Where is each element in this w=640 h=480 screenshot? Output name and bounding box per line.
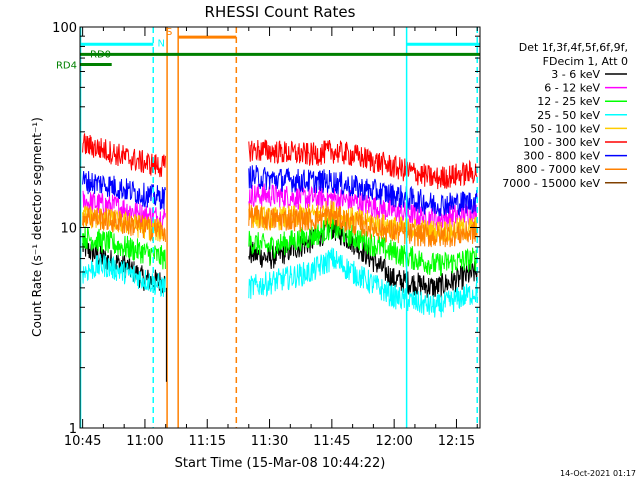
x-tick-label-5: 12:00 xyxy=(375,434,412,449)
annotation-label-s: S xyxy=(166,27,172,38)
legend-label-7: 800 - 7000 keV xyxy=(516,163,600,176)
y-tick-label-2: 100 xyxy=(52,21,77,36)
legend: Det 1f,3f,4f,5f,6f,9f, FDecim 1, Att 0 3… xyxy=(502,41,628,190)
series-line-6-segment-0 xyxy=(82,171,166,210)
legend-label-0: 3 - 6 keV xyxy=(551,68,600,81)
x-tick-label-0: 10:45 xyxy=(64,434,101,449)
y-tick-label-1: 10 xyxy=(60,222,77,237)
legend-label-3: 25 - 50 keV xyxy=(537,109,600,122)
series-line-7-segment-0 xyxy=(82,207,166,243)
x-axis-label: Start Time (15-Mar-08 10:44:22) xyxy=(175,456,386,471)
series-line-5-segment-0 xyxy=(82,133,166,178)
annotation-label-n: N xyxy=(158,38,165,49)
x-tick-label-1: 11:00 xyxy=(126,434,163,449)
series-line-2-segment-0 xyxy=(82,226,166,270)
legend-header-line-1: Det 1f,3f,4f,5f,6f,9f, xyxy=(519,41,628,54)
x-tick-label-4: 11:45 xyxy=(313,434,350,449)
chart-title: RHESSI Count Rates xyxy=(205,3,356,21)
legend-label-4: 50 - 100 keV xyxy=(530,122,600,135)
x-tick-label-2: 11:15 xyxy=(189,434,226,449)
x-tick-label-3: 11:30 xyxy=(251,434,288,449)
series-line-2-segment-1 xyxy=(248,215,478,277)
x-tick-label-6: 12:15 xyxy=(438,434,475,449)
legend-label-2: 12 - 25 keV xyxy=(537,95,600,108)
series-line-7-segment-1 xyxy=(248,203,478,248)
annotation-label-rd0: RD0 xyxy=(90,49,111,60)
series-line-5-segment-1 xyxy=(248,139,478,190)
series-line-1-segment-0 xyxy=(82,190,166,231)
legend-label-8: 7000 - 15000 keV xyxy=(502,177,600,190)
legend-label-1: 6 - 12 keV xyxy=(544,82,600,95)
annotation-label-rd4: RD4 xyxy=(56,61,77,72)
footer-timestamp: 14-Oct-2021 01:17 xyxy=(560,469,636,478)
legend-label-5: 100 - 300 keV xyxy=(523,136,600,149)
legend-header-line-2: FDecim 1, Att 0 xyxy=(543,55,628,68)
series-line-3-segment-1 xyxy=(248,247,478,318)
y-tick-label-0: 1 xyxy=(69,422,77,437)
legend-label-6: 300 - 800 keV xyxy=(523,150,600,163)
y-axis-label: Count Rate (s⁻¹ detector segment⁻¹) xyxy=(30,117,44,337)
plot-area: SN RD0 RD4 1 10 100 10:45 11:00 11:15 11:30 11:45 1… xyxy=(52,21,481,449)
series-line-3-segment-0 xyxy=(82,253,166,298)
series-line-6-segment-1 xyxy=(248,165,478,217)
